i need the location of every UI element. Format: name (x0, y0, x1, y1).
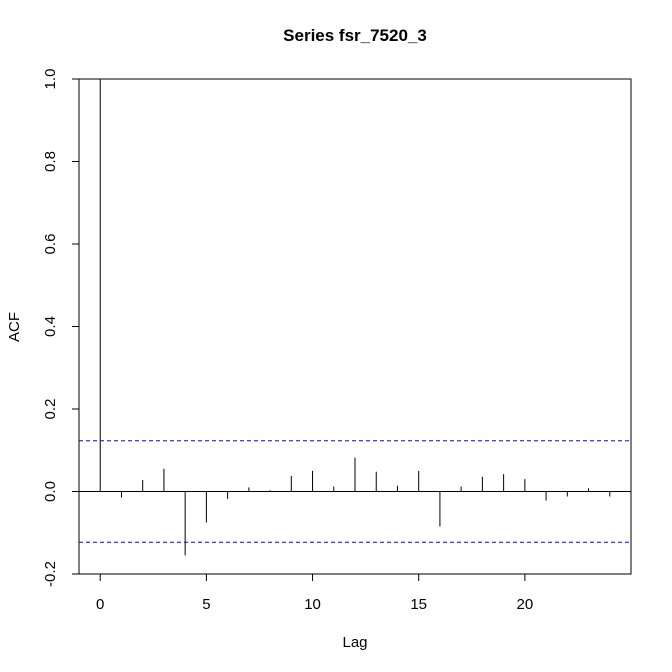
chart-title: Series fsr_7520_3 (283, 26, 427, 45)
x-tick-label: 20 (517, 596, 534, 613)
y-tick-label: 1.0 (42, 69, 59, 90)
y-tick-label: 0.0 (42, 481, 59, 502)
x-axis: 0 5 10 15 20 (96, 573, 534, 613)
confidence-bounds (79, 440, 631, 543)
x-axis-label: Lag (342, 634, 367, 651)
y-tick-label: 0.4 (42, 316, 59, 337)
plot-frame (78, 78, 632, 575)
y-tick-label: 0.6 (42, 234, 59, 255)
x-tick-label: 0 (96, 596, 104, 613)
acf-bars (79, 79, 631, 556)
x-tick-label: 15 (410, 596, 427, 613)
y-tick-label: -0.2 (42, 561, 59, 587)
y-tick-label: 0.8 (42, 151, 59, 172)
y-axis-label: ACF (6, 312, 23, 342)
x-tick-label: 5 (202, 596, 210, 613)
x-tick-label: 10 (304, 596, 321, 613)
y-axis: -0.2 0.0 0.2 0.4 0.6 0.8 1.0 (42, 69, 80, 587)
y-tick-label: 0.2 (42, 399, 59, 420)
